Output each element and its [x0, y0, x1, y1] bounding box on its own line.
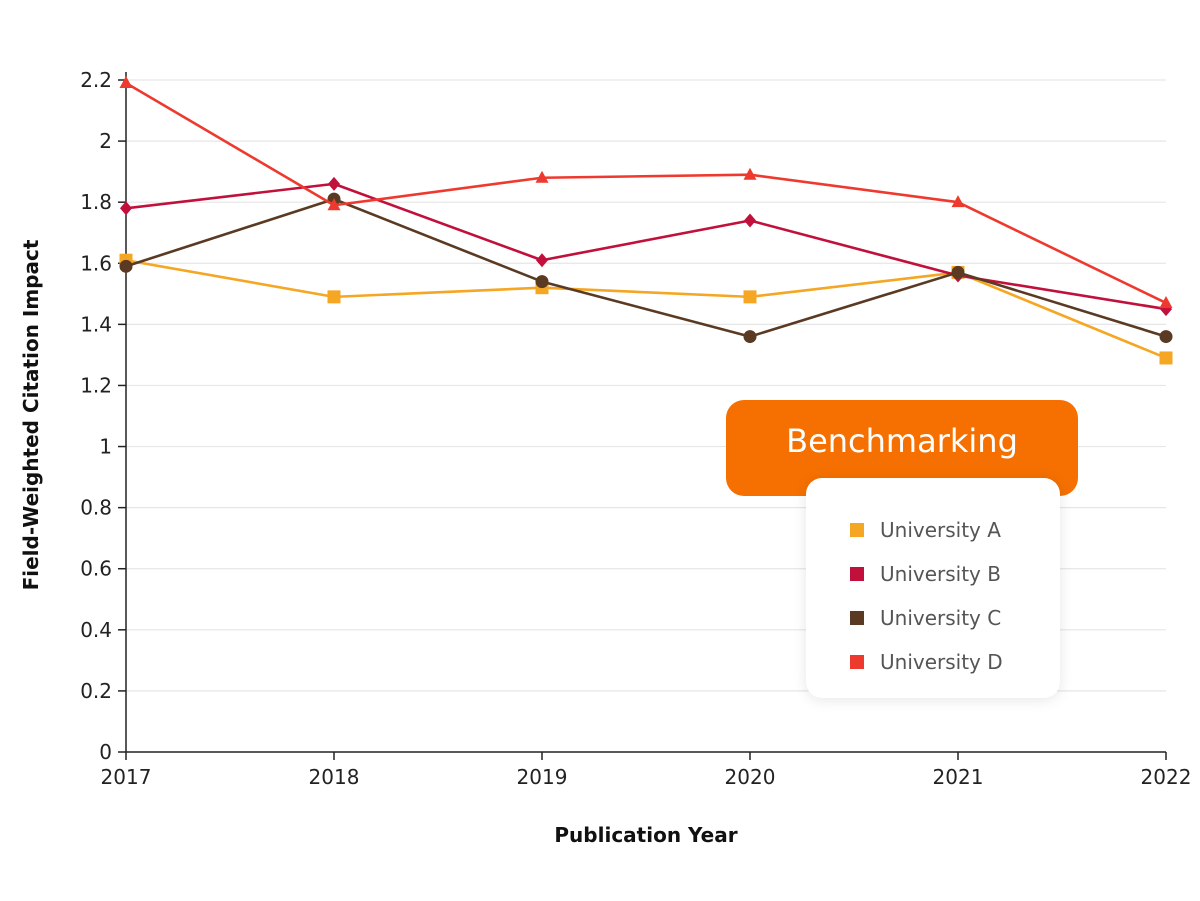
- data-point: [119, 76, 133, 89]
- data-point: [535, 170, 549, 183]
- y-tick-label: 0.2: [80, 679, 112, 703]
- data-point: [951, 265, 965, 279]
- data-point: [119, 259, 133, 273]
- legend-item: University B: [850, 552, 1003, 596]
- legend-label: University D: [880, 650, 1003, 674]
- y-tick-label: 2.2: [80, 68, 112, 92]
- data-point: [743, 290, 757, 304]
- x-tick-label: 2019: [517, 765, 568, 789]
- legend-swatch: [850, 567, 864, 581]
- y-tick-label: 0.4: [80, 618, 112, 642]
- y-tick-label: 1.8: [80, 190, 112, 214]
- y-tick-label: 1.6: [80, 251, 112, 275]
- y-tick-label: 0: [99, 740, 112, 764]
- y-tick-label: 1.2: [80, 373, 112, 397]
- data-point: [744, 213, 756, 228]
- data-point: [1159, 295, 1173, 308]
- legend-list: University A University B University C Univ…: [850, 508, 1003, 684]
- series-university-b: [120, 176, 1172, 317]
- x-tick-label: 2018: [309, 765, 360, 789]
- data-point: [536, 253, 548, 268]
- x-axis-ticks: 2017 2018 2019 2020 2021 2022: [101, 752, 1192, 789]
- legend-item: University C: [850, 596, 1003, 640]
- x-tick-label: 2017: [101, 765, 152, 789]
- data-point: [951, 195, 965, 208]
- series-line: [125, 182, 1167, 311]
- gridlines: [126, 79, 1166, 692]
- y-tick-label: 0.6: [80, 557, 112, 581]
- legend-swatch: [850, 611, 864, 625]
- legend-swatch: [850, 523, 864, 537]
- y-axis-ticks: 0 0.2 0.4 0.6 0.8 1 1.2 1.4 1.6 1.8 2 2.2: [80, 68, 126, 764]
- y-tick-label: 0.8: [80, 496, 112, 520]
- y-tick-label: 1.4: [80, 312, 112, 336]
- legend-label: University C: [880, 606, 1002, 630]
- legend-item: University A: [850, 508, 1003, 552]
- series-line: [125, 81, 1167, 305]
- x-tick-label: 2021: [933, 765, 984, 789]
- legend: University A University B University C Univ…: [806, 478, 1060, 698]
- data-point: [120, 201, 132, 216]
- x-axis-title: Publication Year: [554, 823, 737, 847]
- data-point: [328, 176, 340, 191]
- series-university-c: [119, 192, 1173, 344]
- series-university-d: [119, 76, 1173, 308]
- legend-label: University B: [880, 562, 1001, 586]
- y-axis-title: Field-Weighted Citation Impact: [19, 239, 43, 590]
- x-tick-label: 2020: [725, 765, 776, 789]
- data-point: [743, 167, 757, 180]
- series-group: [119, 76, 1173, 365]
- data-point: [1159, 351, 1173, 365]
- data-point: [1159, 330, 1173, 344]
- series-line: [125, 197, 1167, 338]
- x-tick-label: 2022: [1141, 765, 1192, 789]
- legend-title: Benchmarking: [786, 422, 1018, 460]
- legend-label: University A: [880, 518, 1001, 542]
- data-point: [535, 275, 549, 289]
- legend-swatch: [850, 655, 864, 669]
- y-tick-label: 1: [99, 435, 112, 459]
- series-line: [125, 258, 1167, 360]
- data-point: [327, 198, 341, 211]
- data-point: [327, 290, 341, 304]
- data-point: [743, 330, 757, 344]
- legend-item: University D: [850, 640, 1003, 684]
- y-tick-label: 2: [99, 129, 112, 153]
